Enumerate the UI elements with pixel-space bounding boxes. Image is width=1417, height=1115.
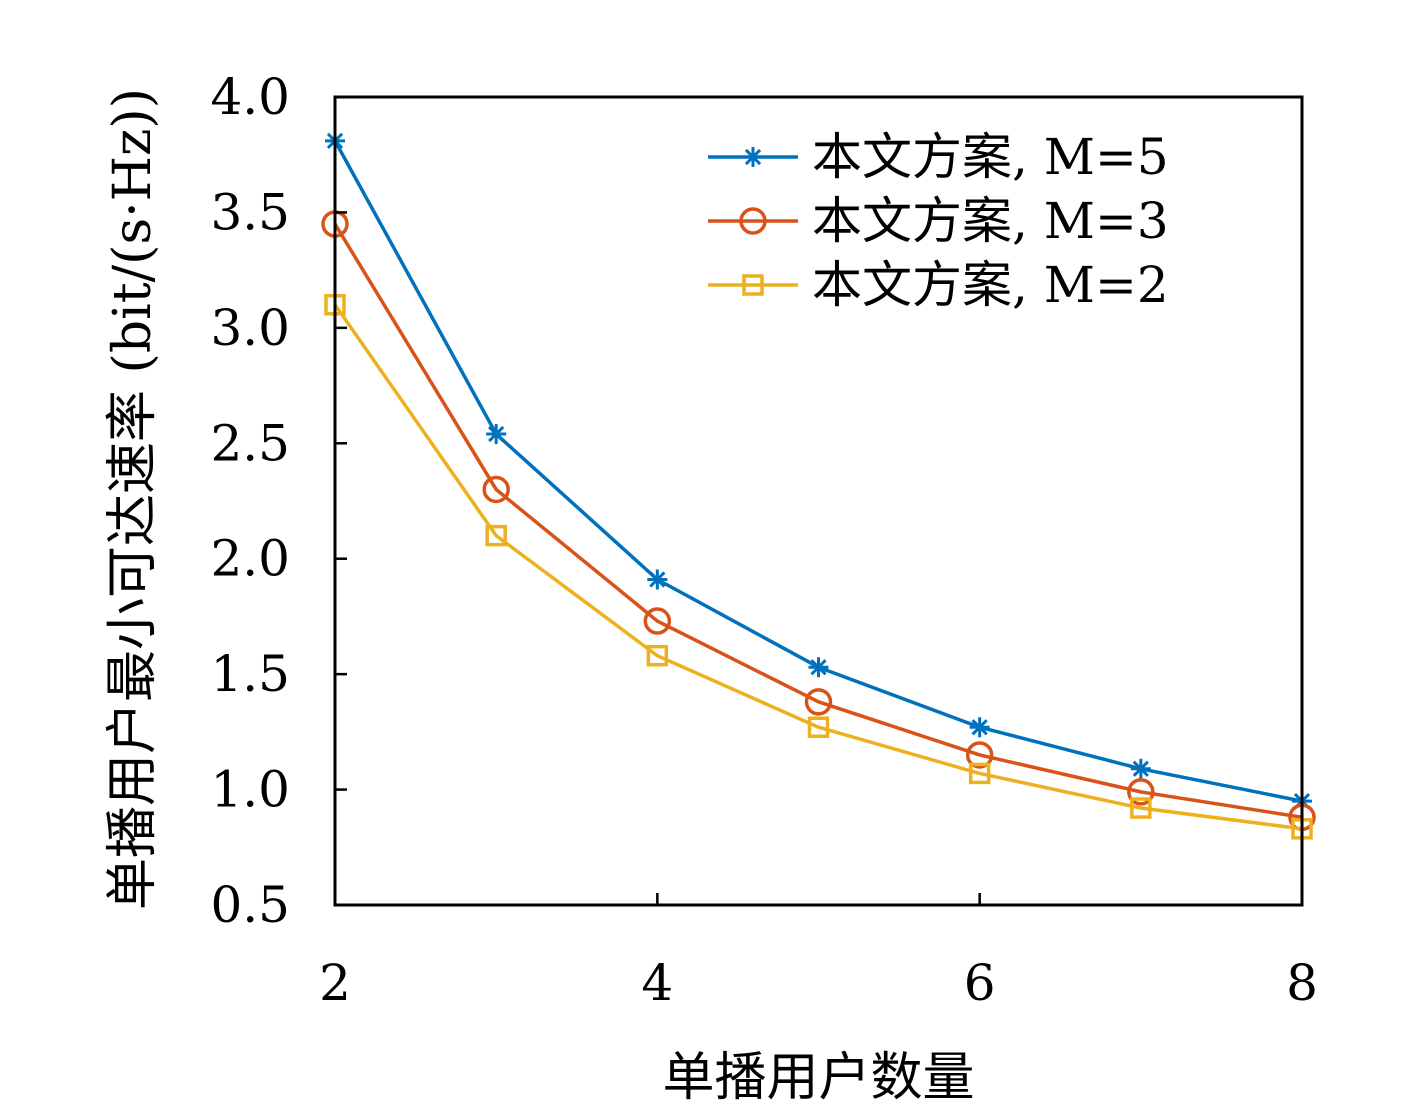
y-tick-label: 1.0 xyxy=(210,761,290,819)
plot-frame xyxy=(333,95,1304,907)
x-axis-label: 单播用户数量 xyxy=(662,1048,974,1108)
legend-marker xyxy=(743,147,763,167)
legend-marker xyxy=(742,274,764,296)
axis-ticks: 2 4 6 8 0.5 1.0 1.5 2.0 2.5 3.0 3.5 4.0 xyxy=(210,68,1317,1012)
y-tick-label: 1.5 xyxy=(210,645,290,703)
data-point xyxy=(646,644,669,667)
data-point xyxy=(968,762,991,785)
data-point xyxy=(1127,778,1155,806)
y-tick-label: 2.0 xyxy=(210,530,290,588)
legend-label: 本文方案, M=2 xyxy=(812,256,1169,314)
legend-label: 本文方案, M=5 xyxy=(812,128,1169,186)
data-point xyxy=(485,524,507,547)
x-tick-label: 2 xyxy=(319,954,351,1012)
y-tick-label: 3.5 xyxy=(210,183,290,241)
asterisk-stroke xyxy=(488,425,505,443)
series-1 xyxy=(325,130,1312,812)
asterisk-stroke xyxy=(810,659,827,676)
data-point xyxy=(807,716,830,738)
x-tick-label: 6 xyxy=(964,954,996,1012)
data-point xyxy=(643,607,672,635)
data-point xyxy=(804,688,833,716)
asterisk-stroke xyxy=(744,148,762,166)
y-tick-label: 3.0 xyxy=(210,299,290,357)
data-point xyxy=(965,741,994,769)
legend-entry: 本文方案, M=5 xyxy=(708,128,1169,186)
y-tick-label: 2.5 xyxy=(210,414,290,472)
y-tick-label: 0.5 xyxy=(210,876,290,934)
series-3 xyxy=(324,294,1313,840)
legend-entry: 本文方案, M=2 xyxy=(708,256,1169,314)
data-point xyxy=(482,475,510,504)
data-point xyxy=(808,657,829,678)
legend-entry: 本文方案, M=3 xyxy=(708,192,1169,250)
asterisk-stroke xyxy=(971,719,988,736)
legend-label: 本文方案, M=3 xyxy=(812,192,1169,250)
series-line xyxy=(333,223,1303,820)
y-axis-label: 单播用户最小可达速率 (bit/(s·Hz)) xyxy=(103,88,163,910)
data-point xyxy=(486,424,507,445)
x-tick-label: 4 xyxy=(641,954,673,1012)
legend-marker xyxy=(739,207,767,235)
data-point xyxy=(1130,797,1152,819)
asterisk-stroke xyxy=(649,571,666,588)
x-tick-label: 8 xyxy=(1286,954,1318,1012)
series-line xyxy=(333,303,1303,831)
data-point xyxy=(1130,758,1151,779)
legend: 本文方案, M=5 本文方案, M=3 本文方案, M=2 xyxy=(708,128,1169,314)
asterisk-stroke xyxy=(1132,760,1149,777)
data-point xyxy=(969,717,990,738)
y-tick-label: 4.0 xyxy=(210,68,290,126)
data-point xyxy=(647,569,668,590)
